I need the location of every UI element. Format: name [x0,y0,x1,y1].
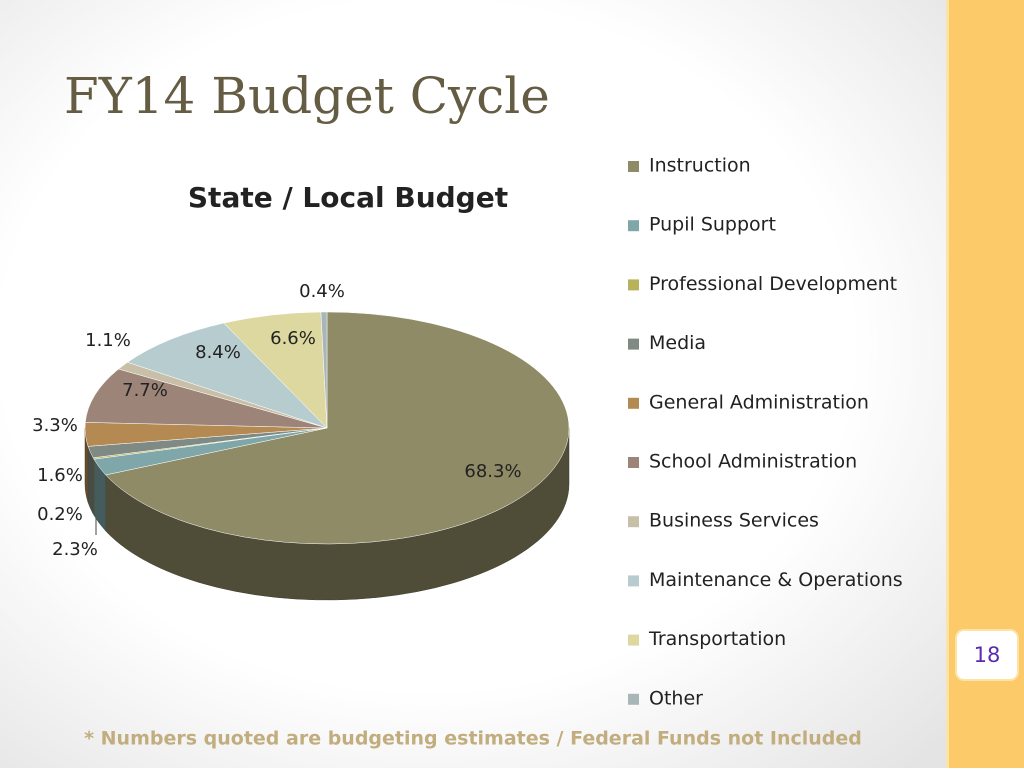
data-label: 3.3% [32,415,78,436]
legend-label: Pupil Support [649,214,776,236]
legend-label: Business Services [649,510,819,532]
legend-label: Transportation [648,628,786,650]
slide-title: FY14 Budget Cycle [64,67,550,125]
data-label: 8.4% [195,342,241,363]
legend-label: Maintenance & Operations [649,569,903,591]
legend-swatch [628,397,639,409]
legend-swatch [628,516,639,528]
slice [105,311,570,545]
slice [320,311,328,429]
legend-swatch [628,161,639,172]
page-number: 18 [974,643,1001,667]
legend-swatch [628,634,639,646]
legend-swatch [628,457,639,468]
legend-label: School Administration [649,451,857,473]
data-label: 68.3% [464,461,521,482]
data-label: 7.7% [122,380,168,401]
legend-label: General Administration [649,391,869,413]
data-label: 6.6% [270,328,316,349]
legend-swatch [628,693,639,705]
legend-swatch [628,220,639,232]
legend-swatch [628,575,639,587]
chart-title: State / Local Budget [188,181,508,214]
data-label: 1.1% [85,330,131,351]
legend-label: Other [649,687,703,709]
data-label: 2.3% [52,539,98,560]
page-number-box [955,629,1019,681]
footnote: * Numbers quoted are budgeting estimates… [84,728,862,750]
data-label: 0.2% [37,504,83,525]
data-label: 1.6% [37,465,83,486]
slice [85,368,328,429]
side-band-edge [946,0,949,768]
legend-swatch [628,279,639,291]
data-label: 0.4% [299,281,345,302]
legend-label: Professional Development [649,273,897,295]
legend-label: Instruction [649,155,751,177]
legend-swatch [628,338,639,350]
legend-label: Media [649,332,706,354]
slice [127,322,328,429]
